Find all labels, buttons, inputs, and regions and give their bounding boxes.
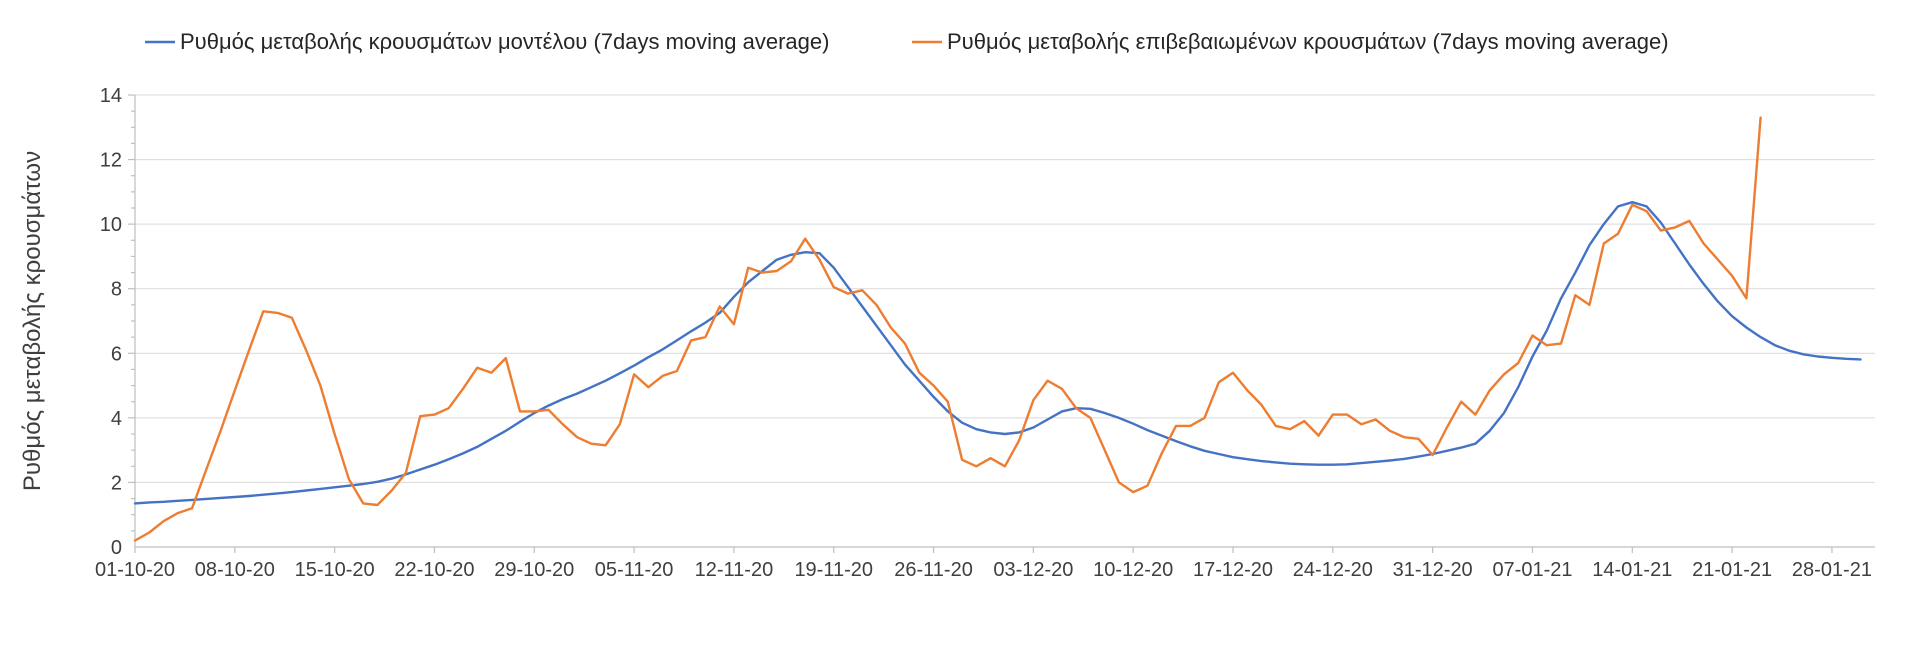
x-tick-label: 14-01-21 bbox=[1592, 559, 1672, 581]
y-tick-label: 6 bbox=[111, 343, 122, 365]
y-tick-label: 12 bbox=[100, 150, 122, 172]
x-tick-label: 05-11-20 bbox=[595, 559, 674, 581]
y-tick-label: 10 bbox=[100, 214, 122, 236]
x-tick-label: 03-12-20 bbox=[993, 559, 1073, 581]
x-tick-label: 19-11-20 bbox=[794, 559, 873, 581]
y-axis-title: Ρυθμός μεταβολής κρουσμάτων bbox=[19, 151, 46, 491]
x-tick-label: 24-12-20 bbox=[1293, 559, 1373, 581]
y-tick-label: 0 bbox=[111, 537, 122, 559]
y-tick-label: 2 bbox=[111, 472, 122, 494]
gridlines bbox=[135, 94, 1875, 483]
model-series-line bbox=[133, 200, 1862, 505]
legend: Ρυθμός μεταβολής κρουσμάτων μοντέλου (7d… bbox=[145, 29, 1669, 54]
x-tick-label: 15-10-20 bbox=[295, 559, 375, 581]
x-tick-label: 26-11-20 bbox=[894, 559, 973, 581]
y-tick-label: 8 bbox=[111, 279, 122, 301]
y-tick-label: 4 bbox=[111, 408, 122, 430]
x-tick-label: 01-10-20 bbox=[95, 559, 175, 581]
x-tick-label: 22-10-20 bbox=[394, 559, 474, 581]
x-axis-tick-labels: 01-10-20 08-10-20 15-10-20 22-10-20 29-10-20… bbox=[95, 559, 1872, 581]
x-tick-label: 28-01-21 bbox=[1792, 559, 1872, 581]
x-tick-label: 21-01-21 bbox=[1692, 559, 1772, 581]
confirmed-series-line bbox=[133, 116, 1762, 542]
x-tick-label: 17-12-20 bbox=[1193, 559, 1273, 581]
x-tick-label: 12-11-20 bbox=[695, 559, 774, 581]
x-tick-label: 31-12-20 bbox=[1393, 559, 1473, 581]
axes bbox=[128, 94, 1875, 553]
y-tick-label: 14 bbox=[100, 85, 122, 107]
legend-label-model: Ρυθμός μεταβολής κρουσμάτων μοντέλου (7d… bbox=[180, 29, 829, 54]
x-tick-label: 08-10-20 bbox=[195, 559, 275, 581]
y-axis-tick-labels: 0 2 4 6 8 10 12 14 bbox=[100, 85, 122, 559]
series-lines bbox=[133, 116, 1862, 542]
x-tick-label: 29-10-20 bbox=[494, 559, 574, 581]
x-tick-label: 07-01-21 bbox=[1492, 559, 1572, 581]
x-tick-label: 10-12-20 bbox=[1093, 559, 1173, 581]
legend-label-confirmed: Ρυθμός μεταβολής επιβεβαιωμένων κρουσμάτ… bbox=[947, 29, 1669, 54]
